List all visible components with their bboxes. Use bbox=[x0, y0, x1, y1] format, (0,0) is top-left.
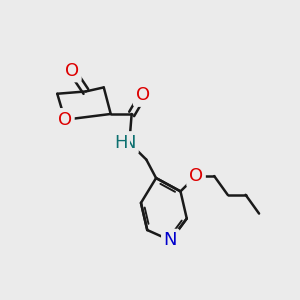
Text: N: N bbox=[164, 231, 177, 249]
Text: O: O bbox=[136, 86, 150, 104]
Text: O: O bbox=[58, 111, 72, 129]
Text: O: O bbox=[189, 167, 203, 185]
Text: N: N bbox=[123, 134, 136, 152]
Text: H: H bbox=[114, 134, 127, 152]
Text: O: O bbox=[65, 62, 79, 80]
